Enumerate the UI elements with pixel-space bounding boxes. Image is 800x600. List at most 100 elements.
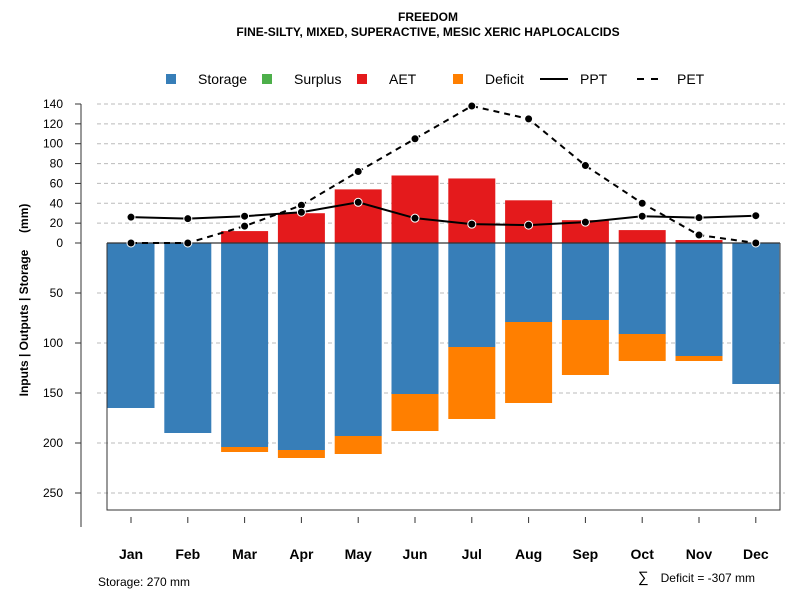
y-tick-label: 200 [43,436,63,450]
x-tick-label: Nov [686,546,713,562]
ppt-point [694,213,704,223]
storage-bar [732,243,780,384]
legend-item-ppt: PPT [540,71,608,87]
legend: Storage Surplus AET Deficit PPT PET [166,71,705,87]
storage-bar [107,243,155,408]
y-tick-label: 80 [50,157,64,171]
y-tick-label: 120 [43,117,63,131]
y-tick-label: 50 [50,286,64,300]
legend-label: Storage [198,71,247,87]
legend-item-surplus: Surplus [262,71,341,87]
ppt-point [580,217,590,227]
gridlines [97,103,785,494]
x-tick-label: Oct [631,546,655,562]
y-tick-label: 20 [50,216,64,230]
x-tick-label: Mar [232,546,257,562]
lines [126,101,761,248]
y-tick-label: 250 [43,486,63,500]
chart-subtitle: FINE-SILTY, MIXED, SUPERACTIVE, MESIC XE… [236,25,619,39]
plot-box [106,243,781,511]
deficit-sum-icon: ∑ [638,569,649,586]
aet-bar [561,220,609,243]
legend-label: AET [389,71,417,87]
storage-annotation: Storage: 270 mm [98,575,190,589]
storage-bar [391,243,439,394]
deficit-bar [675,356,723,361]
legend-item-deficit: Deficit [453,71,524,87]
bars [107,175,780,458]
legend-item-pet: PET [637,71,705,87]
chart-title: FREEDOM [398,10,458,24]
ppt-point [183,214,193,224]
y-tick-label: 150 [43,386,63,400]
storage-bar [675,243,723,356]
storage-bar [277,243,325,450]
pet-point [240,221,250,231]
pet-point [637,198,647,208]
legend-label: Surplus [294,71,341,87]
pet-point [751,238,761,248]
ppt-point [296,207,306,217]
pet-point [694,230,704,240]
legend-swatch [357,74,367,84]
pet-point [467,101,477,111]
legend-swatch [166,74,176,84]
deficit-bar [561,320,609,375]
ppt-line [130,201,756,227]
ppt-point [410,213,420,223]
x-tick-label: Jan [119,546,143,562]
pet-point [524,114,534,124]
x-tick-label: Jul [462,546,482,562]
legend-label: Deficit [485,71,524,87]
pet-point [580,161,590,171]
y-tick-label: 100 [43,137,63,151]
storage-bar [164,243,212,433]
storage-bar [505,243,553,322]
aet-bar [448,178,496,243]
y-tick-label: 0 [56,236,63,250]
storage-bar [561,243,609,320]
ppt-point [353,197,363,207]
y-axis-label: Inputs | Outputs | Storage (mm) [17,204,31,397]
legend-swatch [262,74,272,84]
y-tick-label: 100 [43,336,63,350]
aet-bar [334,189,382,243]
aet-bar [618,230,666,243]
storage-bar [334,243,382,436]
axes: 0 20 40 60 80 100 120 140 50 100 150 200 250 Jan Feb Ma… [43,97,781,562]
aet-bar [277,213,325,243]
x-tick-label: Aug [515,546,542,562]
storage-bar [448,243,496,347]
aet-bar [221,231,269,243]
x-tick-label: Dec [743,546,769,562]
deficit-annotation: Deficit = -307 mm [661,571,755,585]
ppt-point [126,212,136,222]
pet-point [126,238,136,248]
x-tick-label: Feb [175,546,200,562]
x-tick-label: May [345,546,372,562]
pet-point [183,238,193,248]
y-tick-label: 40 [50,196,64,210]
storage-bar [618,243,666,334]
x-tick-label: Jun [403,546,428,562]
deficit-bar [221,447,269,452]
pet-point [410,134,420,144]
aet-bar [391,175,439,243]
legend-label: PET [677,71,705,87]
deficit-bar [391,394,439,431]
deficit-bar [505,322,553,403]
legend-label: PPT [580,71,608,87]
ppt-point [637,211,647,221]
pet-point [353,167,363,177]
x-tick-label: Apr [289,546,314,562]
aet-bar [675,240,723,243]
pet-line [131,104,756,244]
deficit-bar [334,436,382,454]
y-tick-label: 140 [43,97,63,111]
ppt-point [467,219,477,229]
legend-item-aet: AET [357,71,417,87]
ppt-point [240,211,250,221]
x-tick-label: Sep [573,546,599,562]
legend-item-storage: Storage [166,71,247,87]
